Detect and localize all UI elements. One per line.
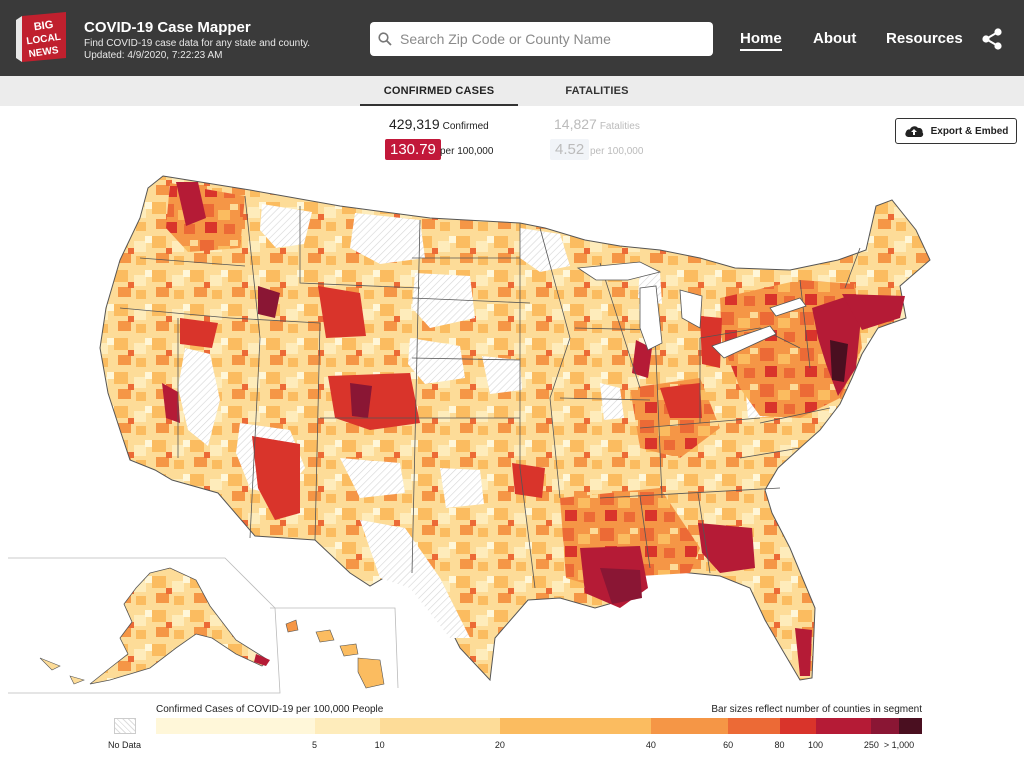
legend-segment[interactable] (314, 718, 381, 734)
confirmed-rate-badge: 130.79 (385, 139, 441, 160)
state-borders (119, 195, 861, 589)
big-local-news-logo[interactable]: BIG LOCAL NEWS (14, 10, 74, 64)
confirmed-label: Confirmed (442, 121, 489, 132)
app-header: BIG LOCAL NEWS COVID-19 Case Mapper Find… (0, 0, 1024, 76)
legend-tick-label: > 1,000 (883, 740, 915, 750)
legend-tick-label: 10 (374, 740, 385, 750)
tab-confirmed-cases[interactable]: CONFIRMED CASES (360, 76, 518, 106)
search-input[interactable] (400, 31, 690, 47)
tab-fatalities[interactable]: FATALITIES (565, 85, 629, 97)
export-label: Export & Embed (930, 125, 1009, 137)
no-data-label: No Data (108, 740, 142, 750)
legend-tick-label: 250 (863, 740, 879, 750)
fatalities-label: Fatalities (599, 121, 640, 132)
high-rate-hotspots (162, 182, 905, 676)
no-data-swatch (114, 718, 136, 734)
legend-segment[interactable] (499, 718, 652, 734)
legend-title: Confirmed Cases of COVID-19 per 100,000 … (156, 704, 384, 715)
search-box[interactable] (370, 22, 713, 56)
app-subtitle: Find COVID-19 case data for any state an… (84, 38, 310, 62)
svg-text:NEWS: NEWS (28, 45, 60, 60)
legend-tick-label: 5 (312, 740, 318, 750)
search-icon (378, 32, 392, 46)
nav-about[interactable]: About (813, 30, 857, 47)
confirmed-total-value: 429,319 (389, 116, 440, 132)
legend-tick-label: 40 (645, 740, 656, 750)
svg-text:LOCAL: LOCAL (26, 32, 62, 48)
legend-segment[interactable] (728, 718, 780, 734)
metric-tabs: CONFIRMED CASES FATALITIES (0, 76, 1024, 106)
app-title: COVID-19 Case Mapper (84, 19, 251, 36)
alaska (8, 557, 281, 694)
confirmed-rate-label: per 100,000 (440, 146, 494, 157)
fatalities-rate-badge: 4.52 (550, 139, 590, 160)
fatalities-rate-label: per 100,000 (590, 146, 644, 157)
updated-timestamp: Updated: 4/9/2020, 7:22:23 AM (84, 50, 223, 61)
legend-tick-label: 100 (808, 740, 824, 750)
nav-resources[interactable]: Resources (886, 30, 963, 47)
app-description: Find COVID-19 case data for any state an… (84, 38, 311, 49)
svg-text:BIG: BIG (33, 19, 54, 34)
legend-tick-label: 80 (774, 740, 785, 750)
export-embed-button[interactable]: Export & Embed (895, 118, 1017, 144)
share-icon[interactable] (980, 27, 1004, 51)
legend-segment[interactable] (899, 718, 923, 734)
fatalities-total: 14,827 Fatalities (554, 116, 640, 132)
confirmed-total: 429,319 Confirmed (389, 116, 489, 132)
fatalities-total-value: 14,827 (554, 116, 597, 132)
great-lakes (576, 261, 807, 359)
legend-segment[interactable] (779, 718, 817, 734)
legend-segment[interactable] (379, 718, 501, 734)
legend-tick-label: 60 (723, 740, 734, 750)
contiguous-us (99, 175, 931, 682)
legend-tick-label: 20 (494, 740, 505, 750)
hawaii (270, 607, 399, 689)
legend-segment[interactable] (650, 718, 729, 734)
nav-home[interactable]: Home (740, 30, 782, 51)
legend-note: Bar sizes reflect number of counties in … (711, 704, 922, 715)
legend-segment[interactable] (156, 718, 316, 734)
county-choropleth-map[interactable] (0, 168, 1024, 698)
legend-color-bar (156, 718, 923, 734)
cloud-upload-icon (904, 126, 923, 137)
legend-segment[interactable] (871, 718, 900, 734)
legend-segment[interactable] (815, 718, 872, 734)
